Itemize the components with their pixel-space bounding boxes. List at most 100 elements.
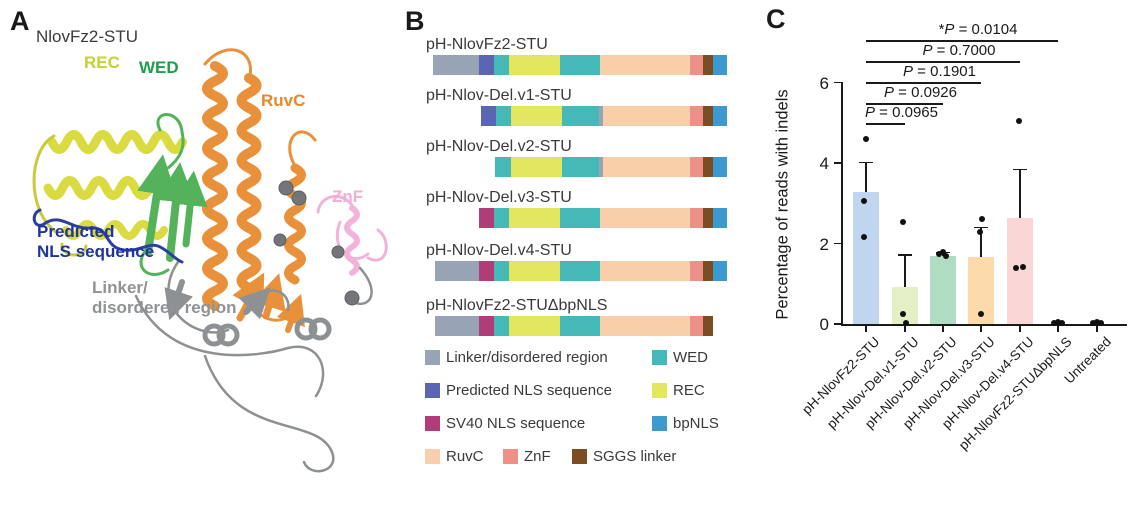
legend-swatch-linker xyxy=(425,350,440,365)
metal-ion-sphere xyxy=(278,180,294,196)
significance-bracket xyxy=(866,40,1058,42)
segment-sggs xyxy=(703,261,713,281)
ribbon-path xyxy=(139,248,170,276)
construct-name: pH-Nlov-Del.v4-STU xyxy=(426,242,572,259)
legend-item-rec: REC xyxy=(652,382,705,399)
legend-swatch-ruvc xyxy=(425,449,440,464)
legend-item-linker: Linker/disordered region xyxy=(425,349,608,366)
segment-wed xyxy=(560,208,600,228)
segment-znf xyxy=(690,157,703,177)
wed-domain-label: WED xyxy=(139,58,179,77)
segment-znf xyxy=(690,55,703,75)
segment-wed xyxy=(560,261,600,281)
data-point xyxy=(1094,318,1100,325)
error-bar xyxy=(980,227,982,258)
ribbon-path xyxy=(316,194,354,214)
ribbon-path xyxy=(202,61,228,311)
ribbon-path xyxy=(286,345,325,398)
construct-name: pH-Nlov-Del.v2-STU xyxy=(426,138,572,155)
legend-item-sv40_nls: SV40 NLS sequence xyxy=(425,415,585,432)
legend-item-ruvc: RuvC xyxy=(425,448,484,465)
significance-label: P = 0.0965 xyxy=(865,104,938,121)
segment-linker xyxy=(599,106,603,126)
segment-wed xyxy=(495,157,511,177)
p-symbol: P xyxy=(944,21,955,38)
legend-label: SV40 NLS sequence xyxy=(446,415,586,432)
p-symbol: P xyxy=(903,63,914,80)
gray-helix-curl xyxy=(308,317,332,341)
y-axis-label: Percentage of reads with indels xyxy=(773,89,792,320)
segment-wed xyxy=(496,106,511,126)
ribbon-path xyxy=(288,130,317,168)
segment-sv40_nls xyxy=(479,261,494,281)
gray-helix-curl xyxy=(202,323,226,347)
y-tick-mark xyxy=(834,242,841,245)
legend-swatch-bpnls xyxy=(652,416,667,431)
significance-label: P = 0.0926 xyxy=(884,84,957,101)
data-point xyxy=(861,234,867,241)
p-value: = 0.0104 xyxy=(954,21,1018,38)
legend-item-bpnls: bpNLS xyxy=(652,415,719,432)
legend-swatch-sv40_nls xyxy=(425,416,440,431)
segment-ruvc xyxy=(600,261,690,281)
x-tick-mark xyxy=(904,326,906,332)
segment-rec xyxy=(511,106,562,126)
construct-bar xyxy=(435,316,713,336)
p-value: = 0.0965 xyxy=(875,104,938,121)
data-point xyxy=(863,135,869,142)
ribbon-path xyxy=(134,294,290,357)
legend-item-sggs: SGGS linker xyxy=(572,448,676,465)
legend-swatch-predicted_nls xyxy=(425,383,440,398)
segment-sggs xyxy=(703,55,713,75)
x-tick-mark xyxy=(980,326,982,332)
predicted-nls-line2: NLS sequence xyxy=(37,241,155,261)
error-bar-cap xyxy=(1013,168,1027,171)
legend-swatch-rec xyxy=(652,383,667,398)
y-tick-label: 2 xyxy=(819,234,829,254)
legend-swatch-znf xyxy=(503,449,518,464)
data-point xyxy=(979,215,985,222)
legend-label: SGGS linker xyxy=(593,448,677,465)
error-bar xyxy=(904,254,906,287)
significance-star: * xyxy=(938,21,945,38)
data-point xyxy=(1051,319,1057,326)
error-bar-cap xyxy=(898,254,912,256)
segment-sggs xyxy=(703,157,713,177)
legend-swatch-sggs xyxy=(572,449,587,464)
metal-ion-sphere xyxy=(291,190,307,206)
ribbon-path xyxy=(276,293,305,333)
error-bar xyxy=(1019,169,1021,219)
segment-bpnls xyxy=(713,55,727,75)
data-point xyxy=(940,248,946,255)
ribbon-path xyxy=(164,279,193,321)
segment-bpnls xyxy=(713,157,727,177)
construct-bar xyxy=(435,261,727,281)
bar xyxy=(892,286,918,324)
segment-ruvc xyxy=(600,316,690,336)
legend-label: Linker/disordered region xyxy=(446,349,608,366)
data-point xyxy=(861,198,867,205)
segment-rec xyxy=(509,316,560,336)
data-point xyxy=(1013,265,1019,272)
linker-region-label: Linker/ disordered region xyxy=(92,278,237,317)
segment-ruvc xyxy=(603,106,690,126)
ribbon-path xyxy=(236,73,262,293)
segment-ruvc xyxy=(600,55,690,75)
segment-sggs xyxy=(703,208,713,228)
significance-label: P = 0.1901 xyxy=(903,63,976,80)
metal-ion-sphere xyxy=(344,290,360,306)
significance-bracket xyxy=(866,61,1020,63)
bar xyxy=(930,255,956,324)
segment-predicted_nls xyxy=(481,106,496,126)
construct-name: pH-NlovFz2-STUΔbpNLS xyxy=(426,297,608,314)
rec-domain-label: REC xyxy=(84,53,120,72)
ribbon-path xyxy=(172,170,208,248)
segment-znf xyxy=(690,316,703,336)
construct-bar xyxy=(495,157,727,177)
segment-linker xyxy=(435,316,479,336)
y-tick-mark xyxy=(834,323,841,325)
ribbon-path xyxy=(252,273,286,320)
segment-znf xyxy=(690,106,703,126)
x-tick-mark xyxy=(865,326,867,332)
